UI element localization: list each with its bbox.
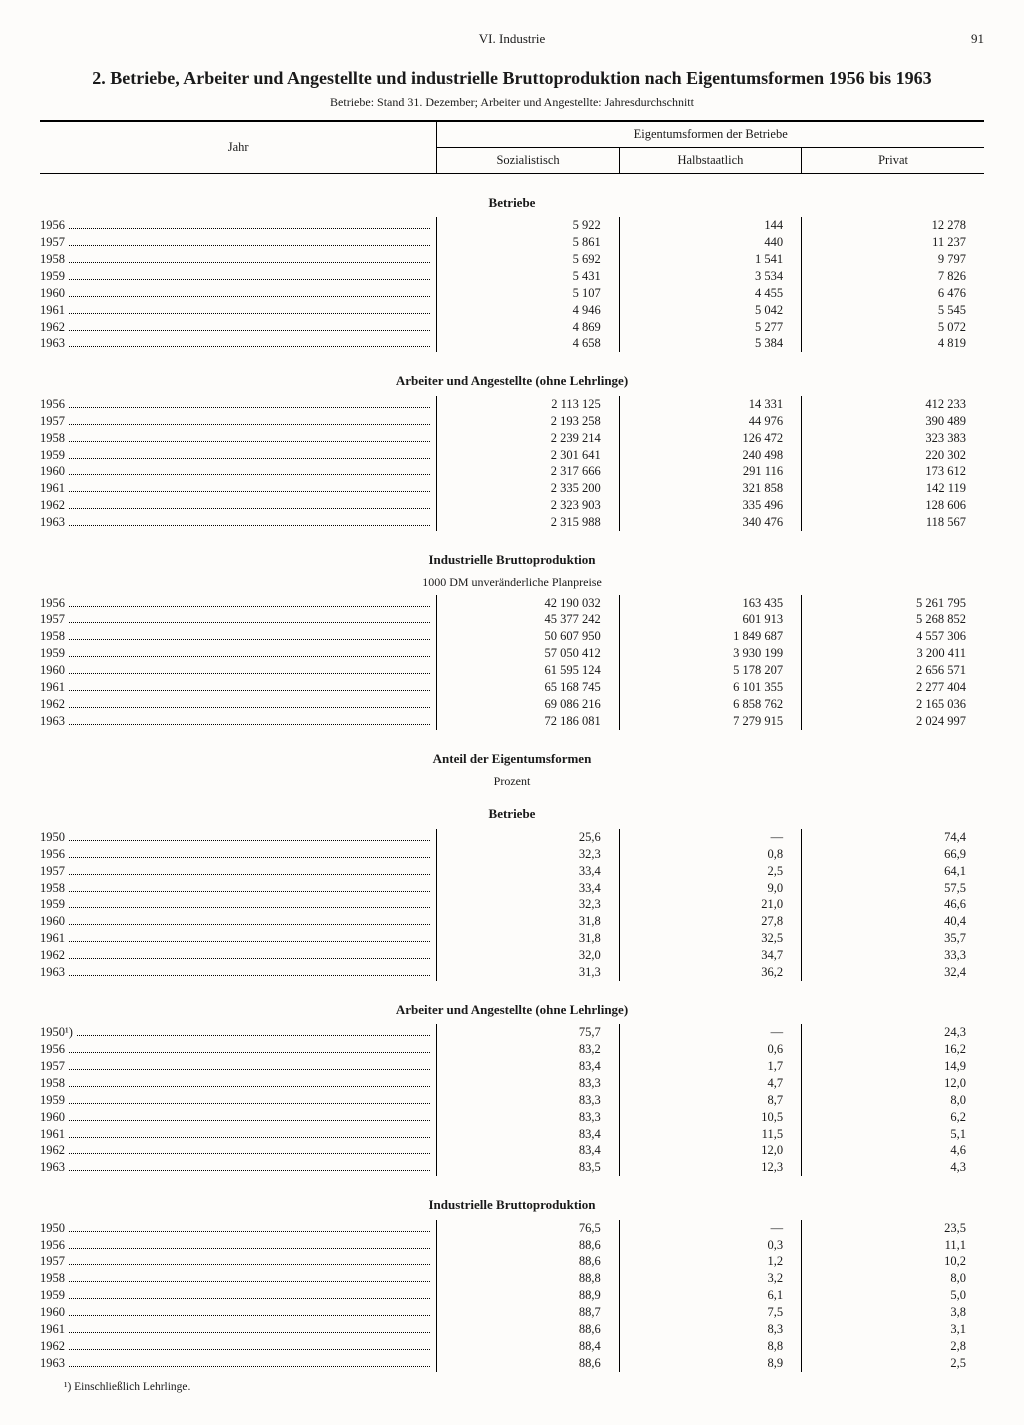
table-row: 196061 595 1245 178 2072 656 571 — [40, 662, 984, 679]
table-row: 196232,034,733,3 — [40, 947, 984, 964]
table-row: 195683,20,616,2 — [40, 1041, 984, 1058]
col-halfstate: Halbstaatlich — [619, 147, 801, 173]
table-row: 195833,49,057,5 — [40, 880, 984, 897]
table-row: 195642 190 032163 4355 261 795 — [40, 595, 984, 612]
table-row: 195850 607 9501 849 6874 557 306 — [40, 628, 984, 645]
table-row: 195632,30,866,9 — [40, 846, 984, 863]
col-socialist: Sozialistisch — [437, 147, 619, 173]
section-heading: Betriebe — [40, 182, 984, 218]
table-subtitle: Betriebe: Stand 31. Dezember; Arbeiter u… — [40, 94, 984, 110]
section-heading: Arbeiter und Angestellte (ohne Lehrlinge… — [40, 989, 984, 1025]
table-row: 195025,6—74,4 — [40, 829, 984, 846]
table-row: 196283,412,04,6 — [40, 1142, 984, 1159]
section-subheading: 1000 DM unveränderliche Planpreise — [40, 574, 984, 594]
table-row: 19585 6921 5419 797 — [40, 251, 984, 268]
table-row: 19572 193 25844 976390 489 — [40, 413, 984, 430]
page-header: VI. Industrie 91 — [40, 30, 984, 48]
table-row: 195688,60,311,1 — [40, 1237, 984, 1254]
section-subheading2: Betriebe — [40, 793, 984, 829]
table-row: 19592 301 641240 498220 302 — [40, 447, 984, 464]
table-row: 19582 239 214126 472323 383 — [40, 430, 984, 447]
table-row: 196288,48,82,8 — [40, 1338, 984, 1355]
table-row: 195883,34,712,0 — [40, 1075, 984, 1092]
table-row: 196331,336,232,4 — [40, 964, 984, 981]
table-row: 19605 1074 4556 476 — [40, 285, 984, 302]
footnote: ¹) Einschließlich Lehrlinge. — [40, 1380, 984, 1396]
table-row: 195957 050 4123 930 1993 200 411 — [40, 645, 984, 662]
table-row: 196088,77,53,8 — [40, 1304, 984, 1321]
page-number: 91 — [944, 30, 984, 48]
table-row: 195745 377 242601 9135 268 852 — [40, 611, 984, 628]
table-row: 195988,96,15,0 — [40, 1287, 984, 1304]
table-row: 19622 323 903335 496128 606 — [40, 497, 984, 514]
table-row: 196031,827,840,4 — [40, 913, 984, 930]
section-heading: Industrielle Bruttoproduktion — [40, 539, 984, 575]
chapter-label: VI. Industrie — [80, 30, 944, 48]
table-row: 1950¹)75,7—24,3 — [40, 1024, 984, 1041]
data-table: Jahr Eigentumsformen der Betriebe Sozial… — [40, 120, 984, 1372]
table-row: 19612 335 200321 858142 119 — [40, 480, 984, 497]
table-row: 19602 317 666291 116173 612 — [40, 463, 984, 480]
col-year: Jahr — [40, 121, 437, 173]
table-row: 196388,68,92,5 — [40, 1355, 984, 1372]
table-row: 19595 4313 5347 826 — [40, 268, 984, 285]
table-row: 195076,5—23,5 — [40, 1220, 984, 1237]
col-group: Eigentumsformen der Betriebe — [437, 121, 984, 147]
section-subheading: Prozent — [40, 773, 984, 793]
table-row: 195888,83,28,0 — [40, 1270, 984, 1287]
table-row: 19632 315 988340 476118 567 — [40, 514, 984, 531]
table-row: 19634 6585 3844 819 — [40, 335, 984, 352]
table-row: 195783,41,714,9 — [40, 1058, 984, 1075]
section-heading: Industrielle Bruttoproduktion — [40, 1184, 984, 1220]
table-row: 196083,310,56,2 — [40, 1109, 984, 1126]
table-row: 196131,832,535,7 — [40, 930, 984, 947]
table-row: 196383,512,34,3 — [40, 1159, 984, 1176]
table-row: 19565 92214412 278 — [40, 217, 984, 234]
table-title: 2. Betriebe, Arbeiter und Angestellte un… — [40, 66, 984, 90]
table-head: Jahr Eigentumsformen der Betriebe Sozial… — [40, 121, 984, 173]
table-row: 19562 113 12514 331412 233 — [40, 396, 984, 413]
table-row: 195983,38,78,0 — [40, 1092, 984, 1109]
table-body: Betriebe19565 92214412 27819575 86144011… — [40, 173, 984, 1371]
col-private: Privat — [802, 147, 984, 173]
section-heading: Arbeiter und Angestellte (ohne Lehrlinge… — [40, 360, 984, 396]
table-row: 19575 86144011 237 — [40, 234, 984, 251]
table-row: 195932,321,046,6 — [40, 896, 984, 913]
table-row: 196269 086 2166 858 7622 165 036 — [40, 696, 984, 713]
table-row: 196188,68,33,1 — [40, 1321, 984, 1338]
table-row: 196183,411,55,1 — [40, 1126, 984, 1143]
table-row: 195788,61,210,2 — [40, 1253, 984, 1270]
table-row: 195733,42,564,1 — [40, 863, 984, 880]
table-row: 196165 168 7456 101 3552 277 404 — [40, 679, 984, 696]
table-row: 196372 186 0817 279 9152 024 997 — [40, 713, 984, 730]
table-row: 19624 8695 2775 072 — [40, 319, 984, 336]
table-row: 19614 9465 0425 545 — [40, 302, 984, 319]
section-heading: Anteil der Eigentumsformen — [40, 738, 984, 774]
